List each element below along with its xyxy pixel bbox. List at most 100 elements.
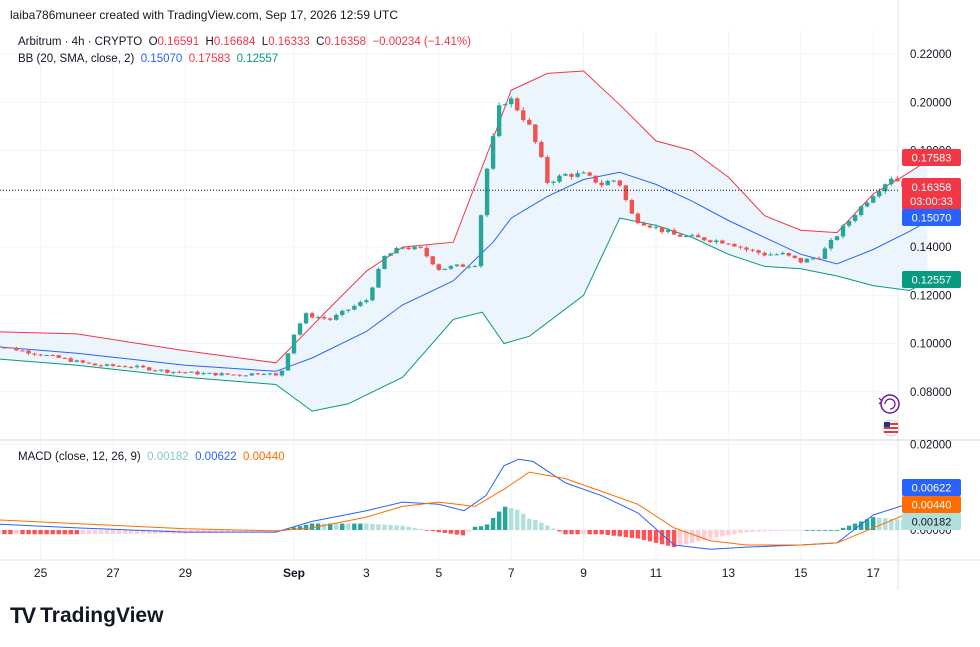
macd-hist-bar bbox=[0, 530, 1, 535]
candle-body bbox=[195, 371, 200, 375]
us-flag-icon[interactable] bbox=[882, 419, 900, 437]
macd-hist-bar bbox=[521, 513, 526, 530]
open-label: O bbox=[148, 36, 158, 48]
candle-body bbox=[502, 104, 508, 106]
candle-body bbox=[346, 309, 351, 311]
candle-body bbox=[255, 373, 260, 375]
change-value: −0.00234 (−1.41%) bbox=[372, 36, 471, 48]
low-label: L bbox=[261, 36, 269, 48]
bb-legend[interactable]: BB (20, SMA, close, 2) 0.15070 0.17583 0… bbox=[18, 53, 278, 65]
macd-hist-bar bbox=[418, 528, 423, 530]
macd-hist-bar bbox=[804, 530, 810, 531]
candle-body bbox=[774, 254, 779, 256]
macd-hist-bar bbox=[864, 519, 870, 530]
macd-hist-bar bbox=[159, 530, 164, 534]
candle-body bbox=[147, 367, 152, 371]
candle-body bbox=[273, 373, 279, 376]
candle-body bbox=[370, 287, 375, 301]
macd-hist-bar bbox=[231, 530, 236, 533]
candle-body bbox=[864, 202, 870, 207]
candle-body bbox=[358, 302, 363, 306]
price-axis[interactable]: 0.080000.100000.120000.140000.160000.180… bbox=[910, 49, 952, 399]
candle-body bbox=[116, 365, 122, 367]
macd-hist-bar bbox=[80, 530, 86, 535]
badge-last-price-text: 0.16358 bbox=[912, 182, 952, 194]
macd-hist-bar bbox=[720, 530, 725, 537]
macd-hist-bar bbox=[762, 530, 767, 532]
candle-body bbox=[352, 305, 357, 310]
candle-body bbox=[641, 223, 647, 226]
price-legend[interactable]: Arbitrum · 4h · CRYPTO O0.16591 H0.16684… bbox=[18, 36, 471, 48]
candle-body bbox=[822, 248, 828, 259]
candle-body bbox=[291, 334, 297, 354]
macd-hist-bar bbox=[388, 525, 393, 530]
macd-hist-bar bbox=[834, 530, 840, 531]
macd-hist-bar bbox=[32, 530, 37, 535]
candle-body bbox=[599, 182, 604, 186]
candle-body bbox=[297, 323, 303, 335]
candle-body bbox=[68, 358, 73, 362]
candle-body bbox=[587, 172, 592, 176]
macd-hist-bar bbox=[569, 530, 574, 535]
tradingview-logo-icon: TV bbox=[10, 603, 36, 628]
candle-body bbox=[0, 345, 1, 348]
candle-body bbox=[551, 181, 556, 183]
candle-body bbox=[62, 357, 67, 359]
macd-hist-bar bbox=[502, 506, 508, 530]
candle-body bbox=[605, 181, 610, 186]
macd-hist-bar bbox=[472, 526, 478, 530]
candle-body bbox=[26, 350, 31, 354]
macd-hist-bar bbox=[44, 530, 49, 535]
candle-body bbox=[768, 254, 773, 256]
candle-body bbox=[134, 365, 140, 368]
macd-hist-bar bbox=[8, 530, 13, 535]
candle-body bbox=[460, 264, 466, 267]
candle-body bbox=[376, 268, 381, 288]
candle-body bbox=[159, 369, 164, 371]
candle-body bbox=[303, 313, 309, 324]
price-tick-label: 0.14000 bbox=[910, 242, 952, 254]
candle-body bbox=[557, 175, 562, 182]
candle-body bbox=[20, 350, 25, 352]
macd-hist-bar bbox=[213, 530, 218, 533]
candle-body bbox=[744, 247, 749, 250]
candle-body bbox=[575, 173, 580, 177]
candle-body bbox=[623, 185, 629, 201]
macd-hist-bar bbox=[98, 530, 104, 535]
candle-body bbox=[484, 168, 490, 216]
macd-hist-bar bbox=[50, 530, 55, 535]
badge-countdown-text: 03:00:33 bbox=[910, 196, 953, 208]
macd-line-value: 0.00622 bbox=[195, 451, 237, 463]
badge-bb-basis: 0.15070 bbox=[902, 209, 961, 226]
candle-body bbox=[412, 246, 417, 250]
macd-hist-bar bbox=[690, 530, 695, 543]
candle-body bbox=[834, 236, 840, 240]
candle-body bbox=[219, 373, 224, 376]
credit-line: laiba786muneer created with TradingView.… bbox=[10, 8, 399, 22]
candle-body bbox=[852, 215, 858, 221]
macd-legend[interactable]: MACD (close, 12, 26, 9) 0.00182 0.00622 … bbox=[18, 451, 285, 463]
candle-body bbox=[720, 240, 725, 244]
macd-hist-bar bbox=[153, 530, 158, 534]
macd-hist-bar bbox=[110, 530, 116, 534]
macd-hist-bar bbox=[448, 530, 454, 534]
bb-lower-value: 0.12557 bbox=[236, 53, 279, 65]
tradingview-logo[interactable]: TV TradingView bbox=[10, 603, 163, 629]
candle-body bbox=[50, 355, 55, 357]
time-axis[interactable]: 25 27 29 Sep 3 5 7 9 11 13 15 17 bbox=[34, 566, 880, 580]
macd-hist-bar bbox=[671, 530, 677, 548]
macd-hist-bar bbox=[382, 524, 387, 530]
time-tick-label: 5 bbox=[435, 566, 442, 580]
candle-body bbox=[756, 250, 761, 253]
candle-body bbox=[569, 174, 574, 177]
macd-hist-bar bbox=[792, 530, 797, 531]
candles bbox=[0, 96, 930, 377]
macd-hist-bar bbox=[744, 530, 749, 533]
macd-hist-bar bbox=[858, 521, 864, 530]
candle-body bbox=[653, 226, 659, 228]
replay-icon[interactable] bbox=[878, 394, 900, 414]
candle-body bbox=[732, 243, 737, 247]
candle-body bbox=[617, 180, 622, 186]
candle-body bbox=[714, 240, 719, 243]
